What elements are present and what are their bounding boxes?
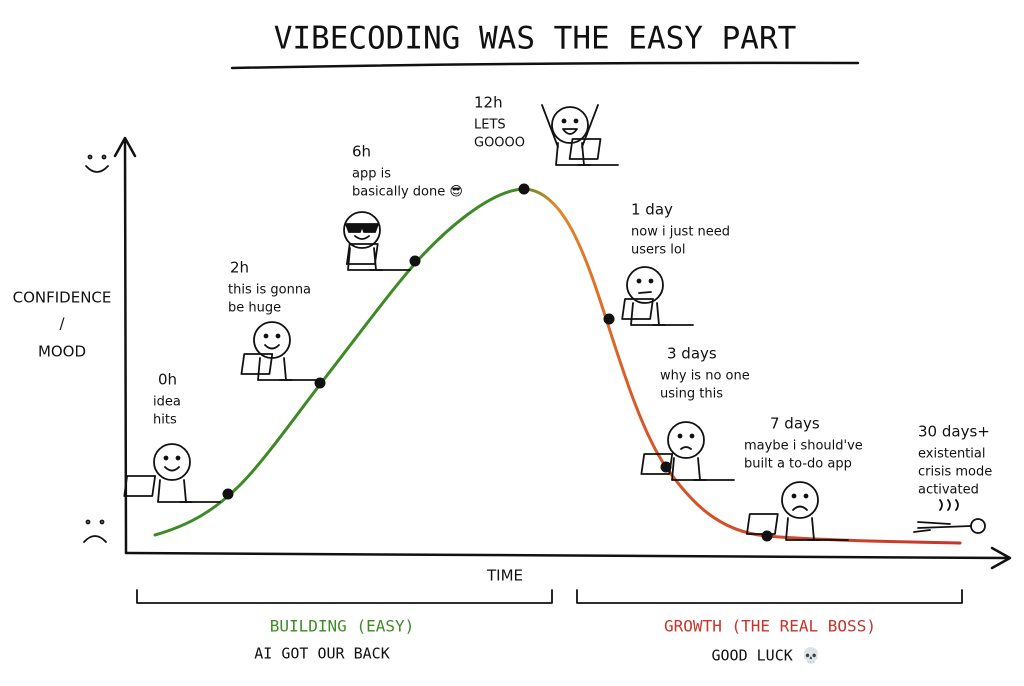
milestone-caption: GOOOO (474, 136, 525, 151)
figure-body (913, 521, 972, 533)
milestone-time: 0h (158, 371, 177, 389)
figure-head (626, 266, 664, 304)
milestone-caption: existential (918, 447, 985, 462)
figure-eye (175, 455, 181, 461)
figure-head (781, 481, 819, 519)
milestone-dot (761, 530, 773, 542)
figure-eye (275, 333, 281, 339)
milestone-time: 7 days (770, 415, 820, 433)
figure-laptop (568, 138, 602, 160)
stick-figure (913, 499, 986, 534)
stick-figure (541, 104, 619, 166)
y-axis-label: / (59, 315, 65, 333)
figure-body (257, 357, 293, 381)
phase-label: GROWTH (THE REAL BOSS) (664, 617, 876, 636)
figure-eye (573, 118, 579, 124)
milestone-time: 30 days+ (918, 423, 990, 441)
figure-body (157, 479, 193, 503)
stick-figure (240, 321, 321, 381)
figure-mouth (264, 344, 280, 350)
figure-head (667, 421, 705, 459)
y-axis-label: CONFIDENCE (13, 289, 112, 307)
phase-note: GOOD LUCK 💀 (712, 647, 821, 665)
milestone-dot (660, 461, 672, 473)
stick-figure (621, 266, 694, 326)
figure-eye (648, 278, 654, 284)
figure-mouth (638, 291, 652, 294)
figure-eye (677, 433, 683, 439)
figure-body (630, 302, 666, 326)
y-axis-label: MOOD (38, 343, 86, 361)
mood-curve (153, 187, 962, 545)
figure-laptop (640, 453, 674, 475)
figure-steam (939, 499, 959, 511)
title-underline (230, 61, 860, 70)
figure-eye (636, 278, 642, 284)
milestone-caption: hits (153, 413, 177, 428)
figure-mouth (792, 505, 808, 511)
milestone-caption: maybe i should've (744, 439, 863, 454)
stick-figure (343, 211, 411, 271)
milestone-caption: now i just need (631, 225, 730, 240)
figure-body (555, 142, 591, 166)
figure-mouth (680, 446, 692, 450)
figure-body (671, 457, 707, 481)
milestone-caption: LETS (474, 118, 506, 133)
figure-mouth (562, 128, 578, 135)
milestone-caption: this is gonna (228, 283, 311, 298)
milestone-caption: crisis mode (918, 465, 992, 480)
sad-face (83, 519, 107, 543)
milestone-dot (222, 488, 234, 500)
figure-laptop (123, 475, 157, 497)
stick-figure (746, 481, 849, 541)
milestone-caption: using this (660, 387, 723, 402)
milestone-time: 3 days (667, 345, 717, 363)
figure-laptop (345, 243, 379, 265)
figure-eye (163, 455, 169, 461)
happy-face (85, 154, 109, 173)
figure-arms (541, 104, 599, 148)
phase-note: AI GOT OUR BACK (254, 645, 389, 663)
phase-bracket (576, 589, 963, 604)
milestone-caption: app is (352, 167, 391, 182)
milestone-time: 12h (474, 94, 503, 112)
figure-laptop (240, 353, 274, 375)
figure-head (970, 518, 986, 534)
figure-eye (791, 493, 797, 499)
x-axis (124, 546, 1012, 570)
figure-eye (803, 493, 809, 499)
figure-mouth (164, 466, 180, 472)
phase-label: BUILDING (EASY) (270, 617, 415, 636)
milestone-caption: built a to-do app (744, 457, 852, 472)
figure-laptop (746, 513, 779, 535)
milestone-time: 1 day (631, 201, 673, 219)
figure-head (153, 443, 191, 481)
milestone-dot (409, 255, 421, 267)
milestone-caption: basically done 😎 (352, 185, 463, 200)
x-axis-label: TIME (486, 567, 523, 585)
stick-figure (123, 443, 221, 503)
figure-sunglasses (345, 223, 379, 233)
milestone-caption: idea (153, 395, 181, 410)
figure-laptop (621, 298, 654, 320)
figure-head (343, 211, 381, 249)
figure-eye (263, 333, 269, 339)
milestone-time: 2h (230, 259, 249, 277)
phase-bracket (136, 589, 553, 604)
figure-mouth (354, 235, 370, 240)
milestone-dot (603, 313, 615, 325)
figure-eye (689, 433, 695, 439)
figure-head (551, 106, 589, 144)
figure-eye (561, 118, 567, 124)
figure-head (253, 321, 291, 359)
milestone-time: 6h (352, 143, 371, 161)
milestone-caption: users lol (631, 243, 685, 258)
title: VIBECODING WAS THE EASY PART (274, 21, 797, 57)
stick-figure (640, 421, 735, 481)
milestone-caption: be huge (228, 301, 281, 316)
milestone-caption: why is no one (660, 369, 750, 384)
milestone-dot (518, 183, 530, 195)
milestone-caption: activated (918, 483, 979, 498)
